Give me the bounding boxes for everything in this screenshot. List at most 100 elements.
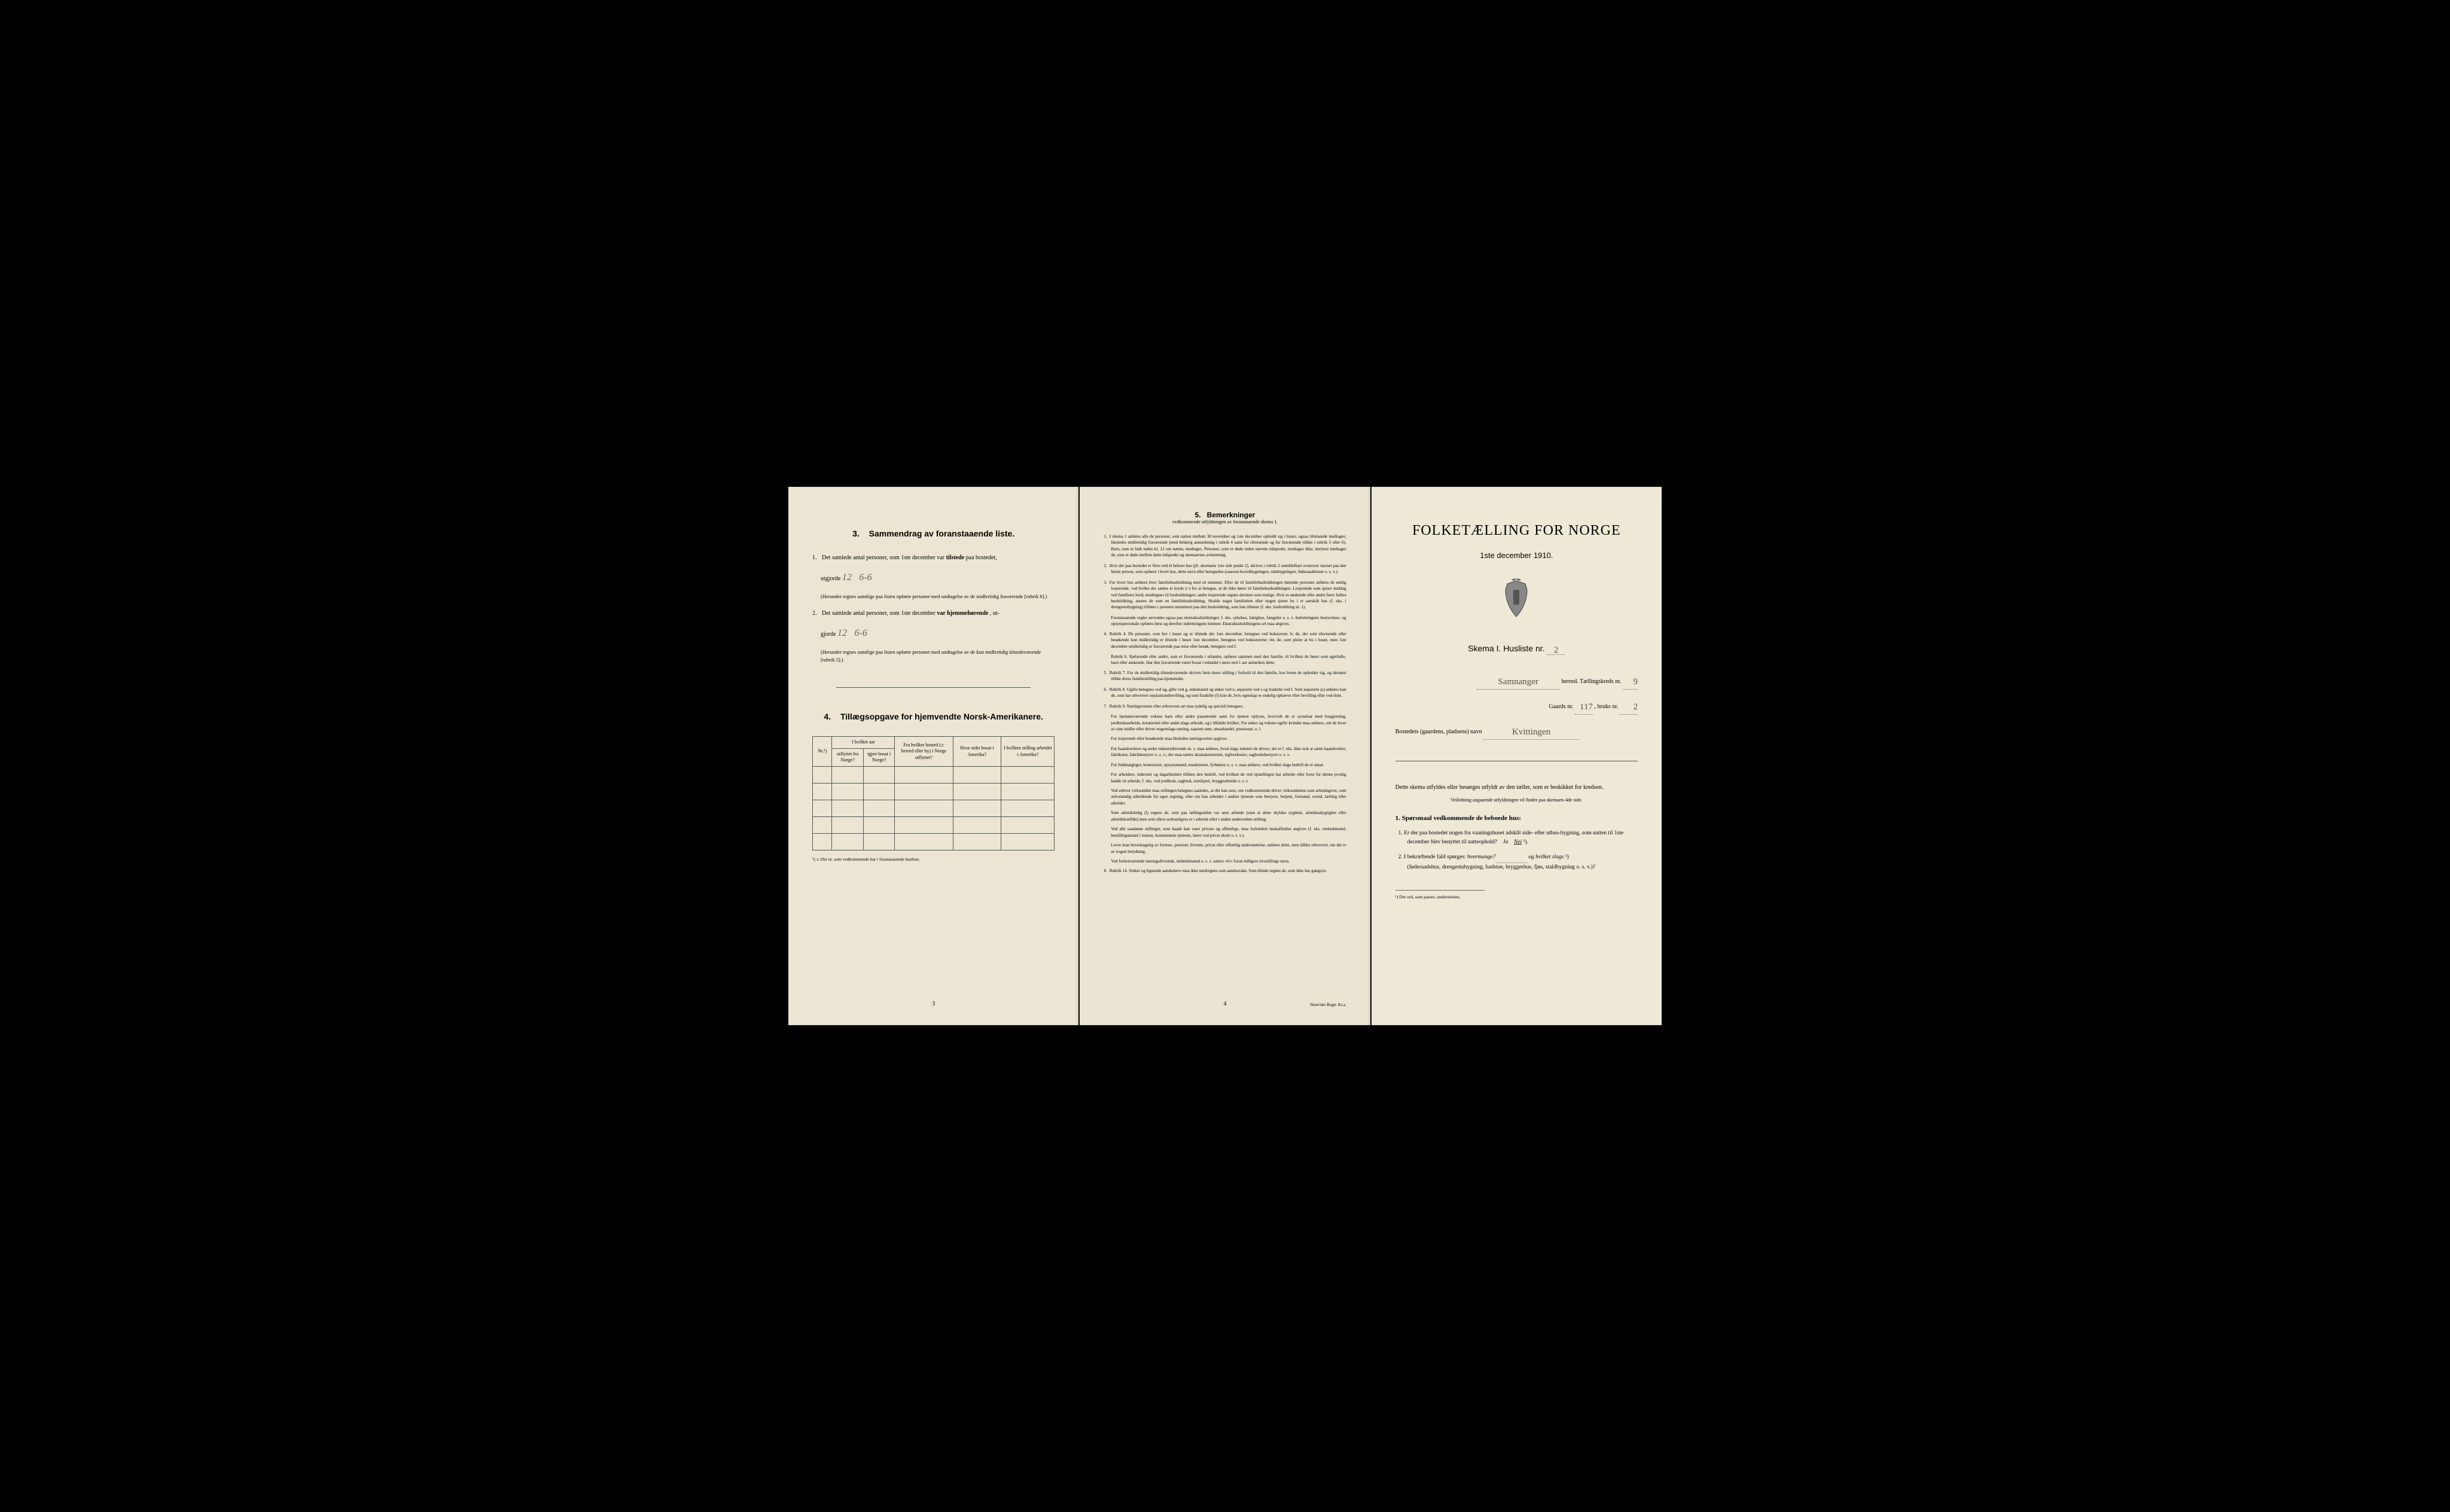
q1-nei: Nei — [1514, 839, 1522, 845]
remark-item: 4.Rubrik 4. De personer, som bor i huset… — [1104, 631, 1346, 650]
table-row — [813, 816, 1055, 833]
q1-ja: Ja — [1503, 839, 1509, 845]
herred-row: Samnanger herred. Tællingskreds nr. 9 — [1395, 673, 1638, 690]
bosted-hw: Kvittingen — [1512, 727, 1550, 737]
item-2: 2. Det samlede antal personer, som 1ste … — [812, 609, 1055, 618]
remark-item: For hjemmeværende voksne barn eller andr… — [1104, 714, 1346, 732]
bruks-nr: 2 — [1633, 702, 1638, 712]
item-1-text-a: Det samlede antal personer, som 1ste dec… — [822, 554, 946, 561]
remark-item: 3.For hvert hus anføres hver familiehush… — [1104, 580, 1346, 611]
section-3-num: 3. — [852, 529, 860, 538]
q2-c: og hvilket slags — [1528, 854, 1564, 860]
th-nr: Nr.¹) — [813, 737, 832, 766]
question-section-title: 1. Spørsmaal vedkommende de beboede hus: — [1395, 815, 1638, 822]
remark-item: 2.Hvis der paa bostedet er flere end ét … — [1104, 563, 1346, 575]
section-5-title: 5. Bemerkninger — [1104, 511, 1346, 519]
herred-hw: Samnanger — [1498, 677, 1538, 687]
remark-item: For arbeidere, inderster og dagarbeidere… — [1104, 772, 1346, 784]
item-2-text-c: , ut- — [990, 610, 999, 617]
remark-item: Rubrik 6. Sjøfarende eller andre, som er… — [1104, 654, 1346, 666]
item-1: 1. Det samlede antal personer, som 1ste … — [812, 553, 1055, 563]
item-2-text-a: Det samlede antal personer, som 1ste dec… — [822, 610, 937, 617]
bosted-row: Bostedets (gaardens, pladsens) navn Kvit… — [1395, 723, 1638, 740]
instruction-1: Dette skema utfyldes eller besørges utfy… — [1395, 782, 1638, 792]
gaards-nr: 117 — [1580, 702, 1593, 712]
kreds-nr: 9 — [1633, 677, 1638, 687]
q2-num: 2. — [1398, 854, 1403, 860]
bruks-label: , bruks nr. — [1594, 703, 1618, 710]
section-3-text: Sammendrag av foranstaaende liste. — [869, 529, 1015, 538]
remark-item: 5.Rubrik 7. For de midlertidig tilstedev… — [1104, 670, 1346, 682]
page-title: FOLKETÆLLING FOR NORGE 1ste december 191… — [1372, 487, 1662, 1025]
remark-item: Lever man hovedsagelig av formue, pensio… — [1104, 842, 1346, 855]
q2-e: (føderaadshus, drengestubygning, badstue… — [1407, 864, 1595, 870]
item-1-text-c: paa bostedet, — [966, 554, 997, 561]
remark-item: 7.Rubrik 9. Næringsveiens eller erhverve… — [1104, 703, 1346, 709]
herred-label: herred. Tællingskreds nr. — [1562, 678, 1622, 685]
page-3: 3. Sammendrag av foranstaaende liste. 1.… — [788, 487, 1078, 1025]
table-row — [813, 783, 1055, 800]
remark-item: For losjerende eller besøkende maa likel… — [1104, 736, 1346, 742]
th-bosat: igjen bosat i Norge? — [863, 748, 895, 766]
table-row — [813, 800, 1055, 816]
q1-sup: ¹). — [1523, 839, 1528, 845]
bosted-label: Bostedets (gaardens, pladsens) navn — [1395, 728, 1482, 735]
gjorde-2: gjorde — [821, 631, 836, 638]
q2-d: ¹) — [1565, 854, 1569, 860]
q2-b: hvormange? — [1467, 854, 1496, 860]
item-1-sub: (Herunder regnes samtlige paa listen opf… — [812, 593, 1055, 600]
remark-item: Som arbeidsledig (l) regnes de, som paa … — [1104, 810, 1346, 822]
th-stilling: I hvilken stilling arbeidet i Amerika? — [1001, 737, 1055, 766]
coat-of-arms-icon — [1498, 578, 1534, 620]
question-1: 1. Er der paa bostedet nogen fra vaaning… — [1395, 829, 1638, 847]
th-amerika: Hvor sidst bosat i Amerika? — [953, 737, 1001, 766]
item-2-bold: var hjemmehørende — [937, 610, 988, 617]
section-4-text: Tillægsopgave for hjemvendte Norsk-Ameri… — [840, 712, 1043, 721]
section-4-title: 4. Tillægsopgave for hjemvendte Norsk-Am… — [812, 712, 1055, 721]
section-5-sub: vedkommende utfyldningen av foranstaaend… — [1104, 519, 1346, 525]
page-4: 5. Bemerkninger vedkommende utfyldningen… — [1080, 487, 1370, 1025]
section-3-title: 3. Sammendrag av foranstaaende liste. — [812, 529, 1055, 538]
utgjorde-1: utgjorde — [821, 575, 840, 582]
th-aar: I hvilket aar — [832, 737, 895, 748]
hw-12-b: 12 — [837, 628, 847, 638]
remarks-list: 1.I skema 1 anføres alle de personer, so… — [1104, 534, 1346, 874]
divider — [836, 687, 1031, 688]
gaards-row: Gaards nr. 117 , bruks nr. 2 — [1395, 698, 1638, 715]
page-number-3: 3 — [932, 1001, 935, 1007]
instruction-2: Veiledning angaaende utfyldningen vil fi… — [1395, 797, 1638, 803]
husliste-nr: 2 — [1554, 645, 1559, 655]
document-spread: 3. Sammendrag av foranstaaende liste. 1.… — [788, 487, 1662, 1025]
page3-footnote: ¹) Det ord, som passer, understrekes. — [1395, 890, 1485, 900]
th-utflyttet: utflyttet fra Norge? — [832, 748, 864, 766]
page-number-4: 4 — [1223, 1001, 1226, 1007]
item-2-line2: gjorde 12 6-6 — [812, 626, 1055, 641]
remark-item: 8.Rubrik 14. Sinker og lignende aandsslø… — [1104, 868, 1346, 874]
question-2: 2. I bekræftende fald spørges: hvormange… — [1395, 853, 1638, 871]
th-bosted: Fra hvilket bosted (ɔ: herred eller by) … — [895, 737, 953, 766]
remark-item: For fuldmægtiger, kontorister, opsynsmæn… — [1104, 762, 1346, 768]
table-row — [813, 766, 1055, 783]
section-4-num: 4. — [824, 712, 831, 721]
gaards-label: Gaards nr. — [1549, 703, 1573, 710]
hw-66-b: 6-6 — [855, 628, 867, 638]
table-row — [813, 833, 1055, 850]
schema-label: Skema I. Husliste nr. — [1468, 644, 1544, 653]
hw-12-a: 12 — [842, 572, 852, 583]
remark-item: Ved alle saadanne stillinger, som baade … — [1104, 826, 1346, 839]
item-2-sub: (Herunder regnes samtlige paa listen opf… — [812, 648, 1055, 664]
item-1-line2: utgjorde 12 6-6 — [812, 570, 1055, 586]
table-footnote: ¹) ɔ: Det nr. som vedkommende har i fora… — [812, 856, 1055, 862]
remark-item: 6.Rubrik 8. Ugifte betegnes ved ug, gift… — [1104, 687, 1346, 699]
remark-item: Foranstaaende regler anvendes ogsaa paa … — [1104, 615, 1346, 627]
remark-item: Ved enhver virksomhet maa stillingen bet… — [1104, 788, 1346, 806]
remark-item: For haandverkere og andre industridriven… — [1104, 746, 1346, 758]
remark-item: Ved forhenværende næringsdrivende, embed… — [1104, 858, 1346, 864]
census-date: 1ste december 1910. — [1395, 551, 1638, 560]
hw-66-a: 6-6 — [859, 572, 871, 583]
item-2-num: 2. — [812, 610, 817, 617]
item-1-bold: tilstede — [946, 554, 965, 561]
q2-a: I bekræftende fald spørges: — [1404, 854, 1467, 860]
schema-line: Skema I. Husliste nr. 2 — [1395, 644, 1638, 655]
remark-item: 1.I skema 1 anføres alle de personer, so… — [1104, 534, 1346, 559]
